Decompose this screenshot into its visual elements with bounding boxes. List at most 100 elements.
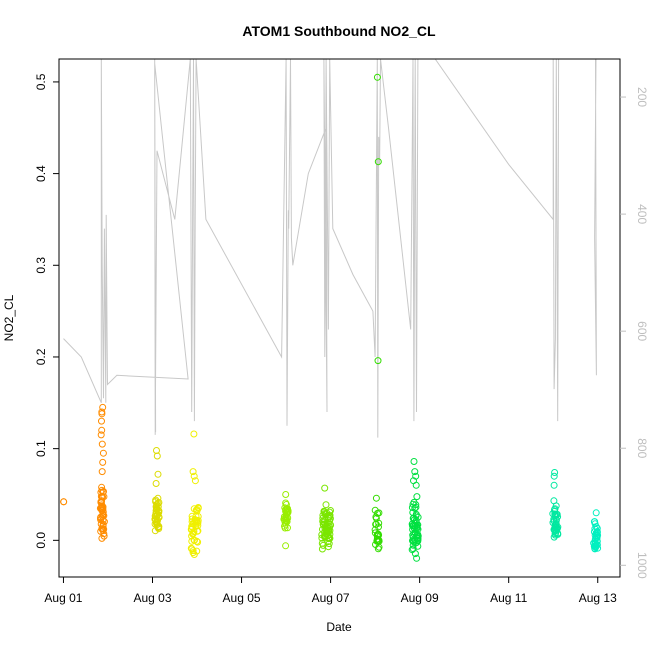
series-cluster-4 (280, 491, 292, 550)
data-point (411, 468, 419, 476)
data-point (99, 449, 107, 457)
data-point (551, 530, 559, 538)
x-tick-label: Aug 05 (223, 591, 261, 605)
x-tick-label: Aug 07 (312, 591, 350, 605)
data-point (410, 458, 418, 465)
data-point (99, 488, 107, 496)
data-point (282, 520, 290, 528)
data-point (282, 542, 290, 550)
data-point (280, 515, 288, 523)
data-point (100, 530, 108, 538)
data-point (414, 530, 422, 538)
data-point (326, 534, 334, 542)
data-point (412, 501, 420, 509)
right-tick-label: 600 (635, 321, 649, 341)
right-tick-label: 1000 (635, 552, 649, 579)
data-point (188, 522, 196, 530)
data-point (321, 484, 329, 492)
data-point (189, 547, 197, 555)
data-point (152, 498, 160, 506)
data-point (98, 440, 106, 448)
y-axis-label: NO2_CL (2, 294, 16, 341)
series-cluster-9 (590, 509, 602, 553)
data-point (593, 524, 601, 532)
data-point (414, 513, 422, 521)
data-point (154, 470, 162, 478)
data-point (319, 541, 327, 549)
y-tick-label: 0.2 (34, 348, 48, 365)
data-point (411, 519, 419, 527)
data-point (190, 505, 198, 513)
data-point (414, 535, 422, 542)
data-point (97, 504, 105, 512)
data-point (98, 483, 106, 491)
data-point (319, 517, 327, 525)
data-point (550, 472, 558, 480)
data-point (190, 529, 197, 537)
data-point (320, 521, 328, 529)
x-tick-label: Aug 03 (133, 591, 171, 605)
right-tick-label: 800 (635, 438, 649, 458)
data-point (372, 494, 380, 502)
data-point (189, 530, 197, 538)
data-point (190, 551, 198, 558)
data-point (60, 498, 68, 506)
series-cluster-1 (96, 403, 108, 542)
data-point (552, 502, 560, 510)
data-point (318, 545, 326, 553)
data-point (590, 518, 598, 526)
data-point (98, 417, 105, 425)
x-tick-label: Aug 09 (401, 591, 439, 605)
data-point (282, 506, 290, 514)
data-point (325, 527, 333, 535)
plot-layer: 0.0 0.1 0.2 0.3 0.4 0.5 Aug 01 Aug 03 Aug 05 Aug … (34, 58, 649, 605)
series-cluster-0 (60, 498, 68, 506)
data-point (374, 158, 382, 166)
data-point (99, 458, 107, 466)
data-point (152, 510, 160, 518)
data-point (324, 543, 332, 551)
data-point (551, 522, 559, 530)
data-point (100, 532, 108, 540)
data-point (374, 509, 381, 517)
y-tick-label: 0.1 (34, 440, 48, 457)
data-point (189, 468, 197, 476)
data-point (551, 469, 559, 476)
data-point (409, 526, 417, 533)
data-point (591, 542, 599, 550)
series-cluster-8 (549, 469, 562, 541)
series-cluster-2 (151, 447, 163, 535)
data-point (374, 537, 382, 545)
data-point (592, 509, 600, 517)
chart-title: ATOM1 Southbound NO2_CL (242, 23, 436, 39)
data-point (374, 357, 382, 365)
x-tick-label: Aug 13 (579, 591, 617, 605)
data-point (591, 535, 599, 543)
data-point (409, 545, 417, 553)
data-point (413, 554, 421, 562)
data-point (98, 534, 106, 542)
data-point (190, 472, 198, 480)
y-tick-label: 0.3 (34, 257, 48, 274)
data-point (413, 493, 421, 501)
plot-frame (58, 58, 621, 578)
x-tick-label: Aug 11 (490, 591, 527, 605)
series-cluster-3 (187, 430, 202, 558)
data-point (593, 528, 601, 536)
data-point (321, 525, 329, 532)
data-point (153, 519, 161, 526)
data-point (550, 533, 558, 541)
data-point (190, 430, 198, 438)
grey-series-line (63, 59, 597, 438)
data-point (412, 481, 420, 489)
data-point (153, 452, 161, 460)
data-point (324, 513, 332, 521)
data-point (151, 520, 159, 528)
data-point (282, 491, 290, 498)
data-point (408, 546, 416, 554)
data-point (551, 526, 558, 534)
series-cluster-7 (408, 458, 422, 562)
right-tick-label: 200 (635, 87, 649, 107)
data-point (98, 410, 106, 418)
